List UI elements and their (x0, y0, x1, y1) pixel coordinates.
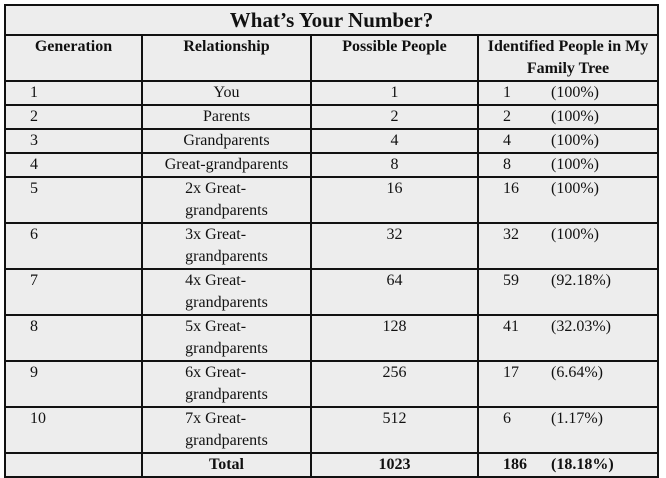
identified-percent: (1.17%) (551, 410, 603, 427)
relationship-cell: 7x Great-grandparents (141, 406, 312, 454)
identified-cell: 4 (100%) (477, 128, 659, 154)
total-identified: 186 (503, 456, 527, 473)
header-relationship: Relationship (141, 34, 312, 82)
possible-cell: 256 (310, 360, 479, 408)
possible-cell: 8 (310, 152, 479, 178)
relationship-line: 6x Great- (185, 364, 247, 381)
header-identified-people: Identified People in My Family Tree (477, 34, 659, 82)
identified-count: 4 (503, 132, 511, 149)
relationship-cell: Parents (141, 104, 312, 130)
relationship-text: Great-grandparents (164, 156, 289, 173)
table-row: 7 4x Great-grandparents 64 59 (92.18%) (4, 268, 659, 316)
identified-percent: (32.03%) (551, 318, 611, 335)
header-generation: Generation (4, 34, 143, 82)
identified-count: 16 (503, 180, 519, 197)
generation-cell: 4 (4, 152, 143, 178)
identified-cell: 16 (100%) (477, 176, 659, 224)
identified-cell: 59 (92.18%) (477, 268, 659, 316)
generation-cell: 6 (4, 222, 143, 270)
table-row: 4 Great-grandparents 8 8 (100%) (4, 152, 659, 178)
possible-cell: 2 (310, 104, 479, 130)
relationship-line: grandparents (185, 432, 268, 449)
relationship-line: grandparents (185, 340, 268, 357)
relationship-cell: You (141, 80, 312, 106)
identified-cell: 17 (6.64%) (477, 360, 659, 408)
generation-cell: 2 (4, 104, 143, 130)
relationship-line: 5x Great- (185, 318, 247, 335)
identified-percent: (100%) (551, 226, 599, 243)
possible-cell: 16 (310, 176, 479, 224)
relationship-cell: 6x Great-grandparents (141, 360, 312, 408)
header-possible-people: Possible People (310, 34, 479, 82)
identified-percent: (6.64%) (551, 364, 603, 381)
relationship-line: 4x Great- (185, 272, 247, 289)
possible-cell: 32 (310, 222, 479, 270)
identified-percent: (100%) (551, 84, 599, 101)
identified-percent: (100%) (551, 108, 599, 125)
relationship-text: Parents (202, 108, 251, 125)
possible-cell: 1 (310, 80, 479, 106)
generation-cell: 1 (4, 80, 143, 106)
relationship-line: 7x Great- (185, 410, 247, 427)
generations-table: What’s Your Number? Generation Relations… (4, 4, 659, 478)
relationship-line: grandparents (185, 202, 268, 219)
table-title: What’s Your Number? (4, 4, 659, 36)
identified-percent: (100%) (551, 132, 599, 149)
identified-cell: 41 (32.03%) (477, 314, 659, 362)
generation-cell: 8 (4, 314, 143, 362)
table-row: 8 5x Great-grandparents 128 41 (32.03%) (4, 314, 659, 362)
table-row: 1 You 1 1 (100%) (4, 80, 659, 106)
possible-cell: 512 (310, 406, 479, 454)
identified-cell: 2 (100%) (477, 104, 659, 130)
possible-cell: 64 (310, 268, 479, 316)
table-row: 6 3x Great-grandparents 32 32 (100%) (4, 222, 659, 270)
header-row: Generation Relationship Possible People … (4, 34, 659, 82)
total-percent: (18.18%) (551, 456, 614, 473)
table-row: 10 7x Great-grandparents 512 6 (1.17%) (4, 406, 659, 454)
relationship-cell: Great-grandparents (141, 152, 312, 178)
relationship-cell: 4x Great-grandparents (141, 268, 312, 316)
relationship-cell: 2x Great-grandparents (141, 176, 312, 224)
possible-cell: 128 (310, 314, 479, 362)
identified-count: 17 (503, 364, 519, 381)
identified-cell: 32 (100%) (477, 222, 659, 270)
table-row: 5 2x Great-grandparents 16 16 (100%) (4, 176, 659, 224)
relationship-cell: 5x Great-grandparents (141, 314, 312, 362)
identified-count: 1 (503, 84, 511, 101)
generation-cell: 10 (4, 406, 143, 454)
identified-count: 32 (503, 226, 519, 243)
total-row: Total 1023 186 (18.18%) (4, 452, 659, 478)
generation-cell: 5 (4, 176, 143, 224)
total-label: Total (141, 452, 312, 478)
table-row: 9 6x Great-grandparents 256 17 (6.64%) (4, 360, 659, 408)
identified-percent: (100%) (551, 156, 599, 173)
generation-cell: 3 (4, 128, 143, 154)
relationship-text: You (213, 84, 240, 101)
relationship-line: 2x Great- (185, 180, 247, 197)
total-possible: 1023 (310, 452, 479, 478)
generation-cell: 9 (4, 360, 143, 408)
identified-cell: 8 (100%) (477, 152, 659, 178)
relationship-line: grandparents (185, 386, 268, 403)
relationship-line: grandparents (185, 294, 268, 311)
relationship-text: Grandparents (183, 132, 270, 149)
identified-count: 59 (503, 272, 519, 289)
identified-cell: 6 (1.17%) (477, 406, 659, 454)
relationship-line: 3x Great- (185, 226, 247, 243)
identified-percent: (92.18%) (551, 272, 611, 289)
generation-cell: 7 (4, 268, 143, 316)
relationship-cell: 3x Great-grandparents (141, 222, 312, 270)
identified-percent: (100%) (551, 180, 599, 197)
relationship-line: grandparents (185, 248, 268, 265)
possible-cell: 4 (310, 128, 479, 154)
table-row: 3 Grandparents 4 4 (100%) (4, 128, 659, 154)
table-row: 2 Parents 2 2 (100%) (4, 104, 659, 130)
identified-count: 6 (503, 410, 511, 427)
identified-count: 8 (503, 156, 511, 173)
identified-count: 41 (503, 318, 519, 335)
identified-cell: 1 (100%) (477, 80, 659, 106)
relationship-cell: Grandparents (141, 128, 312, 154)
identified-count: 2 (503, 108, 511, 125)
